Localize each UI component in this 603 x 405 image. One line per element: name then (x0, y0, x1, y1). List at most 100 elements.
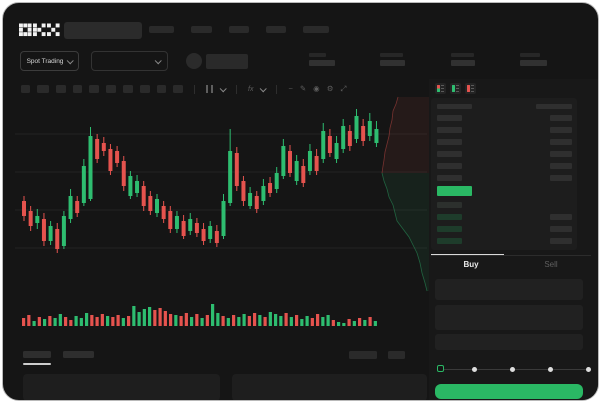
amount-column-header (536, 104, 572, 109)
bottom-toolbar-box-1[interactable] (388, 351, 405, 359)
tab-sell[interactable]: Sell (544, 259, 558, 269)
nav-item-placeholder[interactable] (229, 26, 249, 33)
market-type-label: Spot Trading (26, 57, 64, 65)
chevron-down-icon[interactable] (260, 84, 268, 92)
chart-type-candles-icon[interactable] (206, 85, 213, 93)
logo-block (27, 32, 32, 37)
order-input-2[interactable] (435, 334, 583, 350)
price-bar (437, 175, 462, 181)
pair-selector-dropdown[interactable] (91, 51, 168, 71)
volume-bar (342, 323, 346, 326)
candlestick (214, 231, 219, 243)
candlestick (221, 201, 226, 236)
bottom-tab-0[interactable] (23, 351, 51, 358)
timeframe-button[interactable] (37, 85, 49, 93)
candlestick (61, 216, 66, 246)
timeframe-button[interactable] (123, 85, 133, 93)
logo-block (27, 23, 32, 28)
candlestick (288, 151, 292, 173)
orderbook-row[interactable] (437, 175, 572, 181)
chevron-down-icon[interactable] (219, 84, 227, 92)
tab-buy[interactable]: Buy (463, 259, 479, 269)
book-asks-icon[interactable] (465, 83, 476, 94)
orderbook-row[interactable] (437, 238, 572, 244)
volume-bar (237, 317, 241, 326)
bottom-panel-0 (23, 374, 220, 400)
order-input-1[interactable] (435, 305, 583, 330)
price-bar (437, 202, 462, 208)
nav-item-placeholder[interactable] (191, 26, 212, 33)
bottom-tab-1[interactable] (63, 351, 94, 358)
candlestick (188, 219, 193, 231)
candlestick (208, 226, 213, 239)
logo-block (55, 32, 60, 37)
candlestick (241, 181, 246, 201)
candlestick (35, 216, 40, 223)
timeframe-button[interactable] (73, 85, 82, 93)
candlestick (148, 196, 153, 211)
slider-dot[interactable] (586, 367, 591, 372)
search-input[interactable] (64, 22, 142, 39)
slider-dot[interactable] (548, 367, 553, 372)
slider-handle[interactable] (437, 365, 444, 372)
orderbook-row[interactable] (437, 151, 572, 157)
volume-bar (310, 318, 314, 326)
volume-bar (127, 316, 131, 326)
slider-dot[interactable] (510, 367, 515, 372)
orderbook-row[interactable] (437, 127, 572, 133)
volume-bar (79, 318, 83, 326)
market-type-dropdown[interactable]: Spot Trading (20, 51, 79, 71)
timeframe-button[interactable] (89, 85, 99, 93)
logo-block (33, 27, 37, 32)
logo-block (23, 32, 28, 37)
amount-percent-slider[interactable] (437, 364, 591, 374)
candlestick (161, 206, 166, 219)
volume-bar (69, 320, 73, 326)
draw-pencil-icon[interactable]: ✎ (299, 84, 307, 93)
fullscreen-icon[interactable]: ⤢ (340, 84, 347, 93)
orderbook-row[interactable] (437, 226, 572, 232)
order-input-0[interactable] (435, 279, 583, 300)
candlestick (88, 136, 93, 199)
timeframe-button[interactable] (56, 85, 66, 93)
timeframe-button[interactable] (157, 85, 166, 93)
nav-item-placeholder[interactable] (149, 26, 174, 33)
settings-gear-icon[interactable]: ⚙ (326, 84, 334, 93)
candlestick (115, 151, 120, 163)
slider-dot[interactable] (472, 367, 477, 372)
orderbook-row[interactable] (437, 139, 572, 145)
candlestick (321, 131, 326, 159)
timeframe-button[interactable] (21, 85, 30, 93)
divider (276, 84, 278, 94)
nav-item-placeholder[interactable] (266, 26, 286, 33)
timeframe-button[interactable] (106, 85, 116, 93)
stat-label-placeholder (450, 53, 474, 57)
wave-line-icon[interactable]: ~ (288, 84, 293, 93)
indicators-icon[interactable]: fx (248, 85, 254, 93)
candlestick (168, 211, 173, 229)
volume-bar (74, 316, 78, 326)
candlestick (367, 121, 372, 136)
volume-bar (305, 316, 309, 326)
volume-bar (321, 317, 325, 326)
nav-item-placeholder[interactable] (303, 26, 329, 33)
book-bids-icon[interactable] (450, 83, 461, 94)
candlestick (341, 126, 346, 149)
price-bar (437, 127, 462, 133)
buy-submit-button[interactable] (435, 384, 583, 399)
volume-bar (137, 312, 141, 326)
orderbook-row[interactable] (437, 163, 572, 169)
book-combined-icon[interactable] (435, 83, 446, 94)
orderbook-row[interactable] (437, 202, 572, 208)
timeframe-button[interactable] (173, 85, 183, 93)
timeframe-button[interactable] (140, 85, 150, 93)
stat-label-placeholder (519, 53, 540, 57)
camera-icon[interactable]: ◉ (313, 84, 320, 93)
orderbook-row[interactable] (437, 214, 572, 220)
orderbook-row[interactable] (437, 115, 572, 121)
volume-bar (258, 315, 262, 326)
amount-bar (550, 238, 572, 244)
amount-bar (550, 115, 572, 121)
bottom-toolbar-box-0[interactable] (349, 351, 377, 359)
okx-logo[interactable] (19, 23, 60, 37)
